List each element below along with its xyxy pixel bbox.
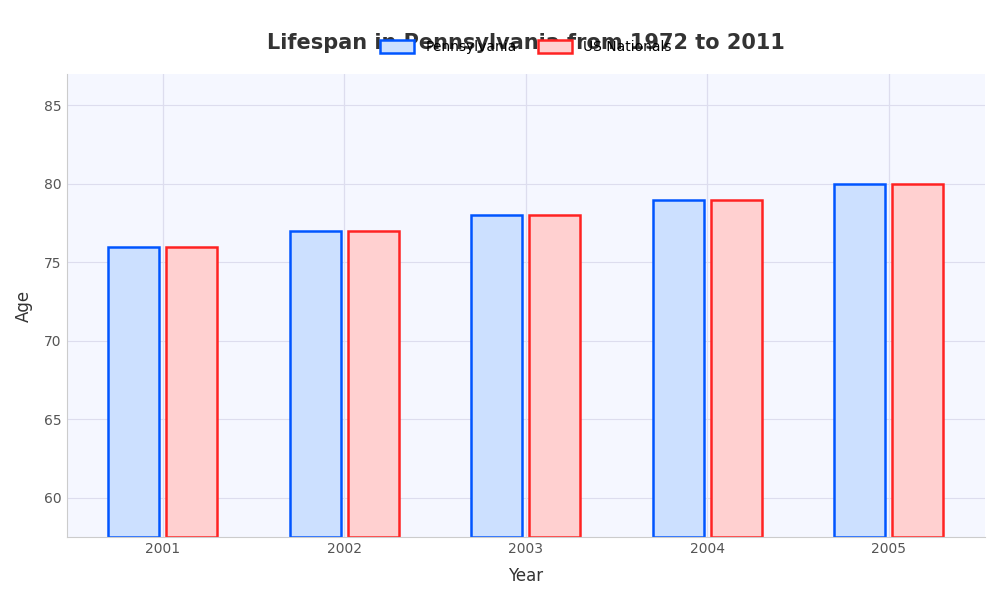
Title: Lifespan in Pennsylvania from 1972 to 2011: Lifespan in Pennsylvania from 1972 to 20… [267, 33, 785, 53]
X-axis label: Year: Year [508, 567, 543, 585]
Bar [834, 184, 885, 537]
Bar [892, 184, 943, 537]
Bar [108, 247, 159, 537]
Bar [348, 231, 399, 537]
Bar [290, 231, 341, 537]
Bar [711, 200, 762, 537]
Bar [471, 215, 522, 537]
Bar [166, 247, 217, 537]
Bar [653, 200, 704, 537]
Bar [529, 215, 580, 537]
Legend: Pennsylvania, US Nationals: Pennsylvania, US Nationals [374, 35, 677, 60]
Y-axis label: Age: Age [15, 289, 33, 322]
